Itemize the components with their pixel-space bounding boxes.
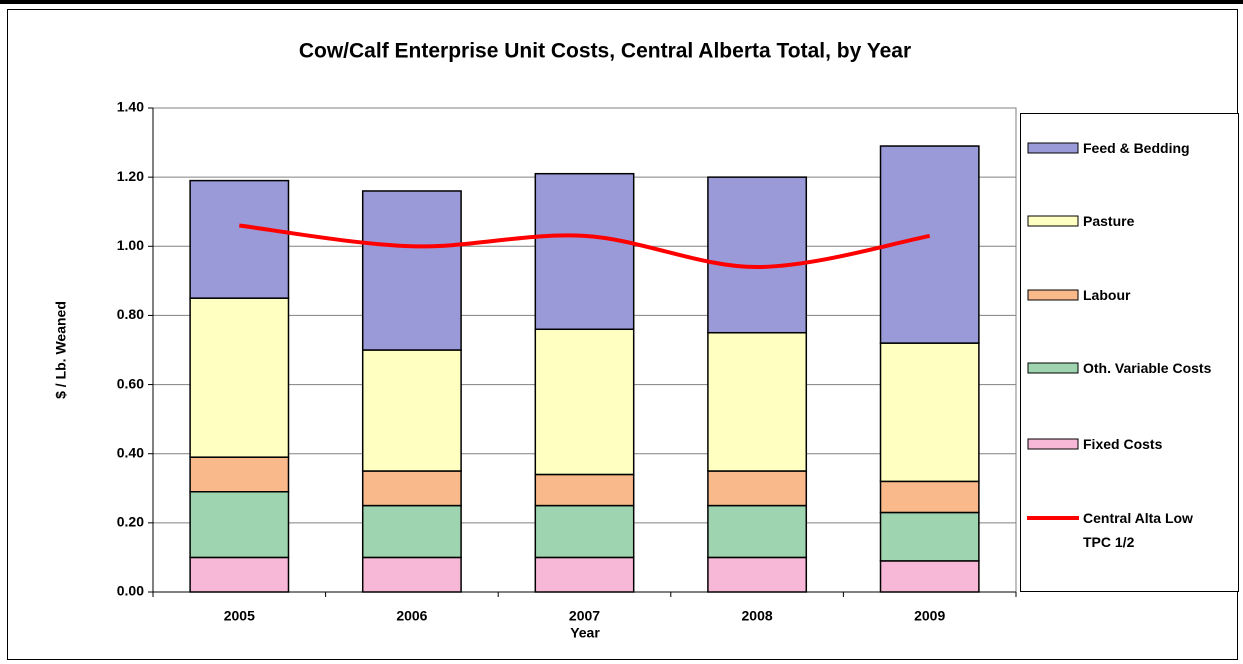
legend-label: Feed & Bedding [1083, 140, 1190, 156]
legend-swatch [1027, 438, 1079, 450]
bar-segment [189, 490, 290, 559]
y-axis-label: $ / Lb. Weaned [53, 301, 69, 399]
bar-segment [707, 504, 808, 559]
bar-segment [189, 556, 290, 593]
bar-segment [534, 504, 635, 559]
top-rule [0, 0, 1243, 4]
legend-swatch [1027, 142, 1079, 154]
bar-segment [534, 172, 635, 331]
bar-segment [361, 556, 462, 593]
y-tick-label: 0.20 [117, 514, 144, 530]
x-tick-label: 2006 [396, 608, 427, 624]
bar-segment [707, 556, 808, 593]
legend-label: Labour [1083, 287, 1131, 303]
x-tick-label: 2007 [569, 608, 600, 624]
legend-label: Fixed Costs [1083, 436, 1163, 452]
y-tick-label: 0.80 [117, 306, 144, 322]
y-tick-label: 0.00 [117, 583, 144, 599]
y-tick-label: 1.20 [117, 168, 144, 184]
legend-box [1020, 113, 1239, 592]
bar-segment [707, 331, 808, 472]
y-tick-label: 1.00 [117, 237, 144, 253]
bar-segment [879, 342, 980, 483]
chart-title: Cow/Calf Enterprise Unit Costs, Central … [299, 40, 911, 63]
y-tick-label: 1.40 [117, 99, 144, 115]
bar-segment [189, 297, 290, 458]
legend-label: Oth. Variable Costs [1083, 360, 1212, 376]
bar-segment [534, 556, 635, 593]
legend-swatch [1027, 289, 1079, 301]
bar-segment [534, 473, 635, 507]
legend-swatch [1027, 215, 1079, 227]
bar-segment [361, 190, 462, 351]
x-axis-label: Year [570, 625, 600, 641]
legend-label: Pasture [1083, 213, 1135, 229]
bar-segment [707, 176, 808, 334]
bar-segment [361, 470, 462, 507]
bar-segment [534, 328, 635, 476]
bar-segment [189, 179, 290, 299]
y-tick-label: 0.60 [117, 375, 144, 391]
x-tick-label: 2009 [914, 608, 945, 624]
legend-label: Central Alta Low TPC 1/2 [1083, 510, 1193, 550]
bar-segment [879, 560, 980, 593]
line-series [239, 223, 931, 270]
bar-segment [879, 480, 980, 514]
bar-segment [361, 349, 462, 472]
x-tick-label: 2005 [224, 608, 255, 624]
y-tick-label: 0.40 [117, 444, 144, 460]
bar-segment [707, 470, 808, 507]
bar-segment [361, 504, 462, 559]
legend-swatch [1027, 362, 1079, 374]
bar-segment [879, 511, 980, 562]
bar-segment [189, 456, 290, 493]
x-tick-label: 2008 [742, 608, 773, 624]
